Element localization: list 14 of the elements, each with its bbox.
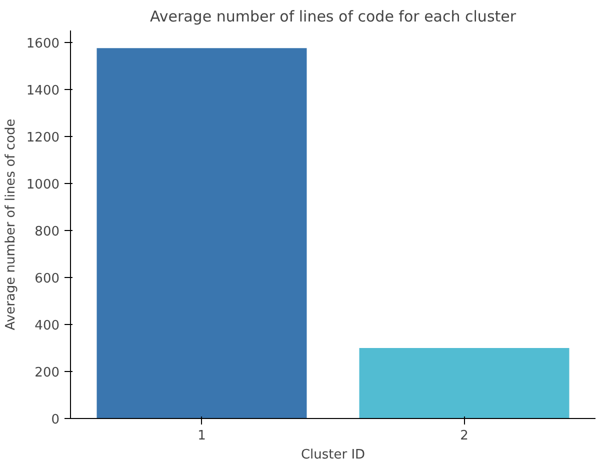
y-tick-label: 0 — [51, 412, 60, 428]
x-axis-title: Cluster ID — [300, 448, 366, 462]
x-tick-label: 1 — [198, 428, 206, 444]
y-tick-label: 1600 — [26, 36, 60, 52]
y-tick-label: 400 — [34, 318, 60, 334]
y-tick-label: 1000 — [26, 177, 60, 192]
y-tick-label: 800 — [34, 224, 60, 240]
y-tick-label: 600 — [34, 271, 60, 286]
y-tick-label: 1400 — [26, 83, 60, 98]
y-tick-label: 1200 — [26, 130, 60, 146]
y-tick-label: 200 — [34, 365, 60, 380]
y-axis-title: Average number of lines of code — [3, 118, 18, 330]
x-tick-label: 2 — [460, 428, 468, 444]
chart-title: Average number of lines of code for each cluster — [150, 8, 517, 26]
